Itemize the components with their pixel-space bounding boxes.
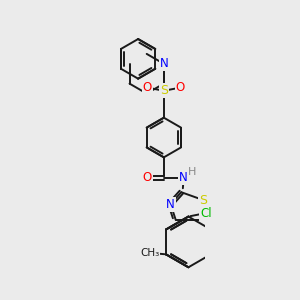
Text: H: H — [188, 167, 196, 177]
Text: O: O — [142, 81, 152, 94]
Text: Cl: Cl — [200, 207, 212, 220]
Text: O: O — [176, 81, 185, 94]
Text: N: N — [166, 198, 175, 211]
Text: S: S — [200, 194, 208, 207]
Text: N: N — [160, 57, 168, 70]
Text: S: S — [160, 84, 168, 97]
Text: O: O — [142, 171, 152, 184]
Text: CH₃: CH₃ — [140, 248, 159, 258]
Text: N: N — [179, 171, 188, 184]
